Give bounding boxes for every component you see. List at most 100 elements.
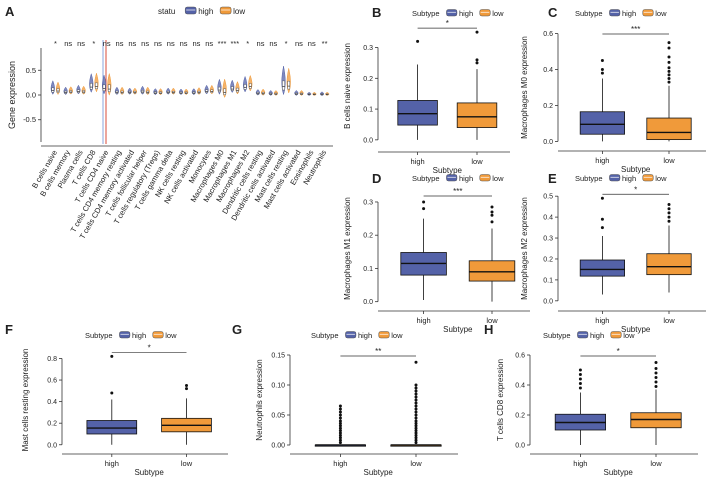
outlier-point-low [185, 383, 188, 387]
significance-label: * [148, 343, 151, 352]
box-high [397, 100, 438, 126]
legend-label-high: high [132, 331, 146, 340]
panel-letter: G [232, 322, 242, 337]
legend-title: Subtype [412, 9, 440, 18]
panel-B: B Subtype high low 0.0 0.1 0.2 0.3 B cells naive… [343, 5, 510, 175]
x-axis-title: Subtype [364, 468, 394, 477]
y-tick-label: 0.2 [543, 256, 553, 263]
legend-title: Subtype [575, 9, 603, 18]
panel-D: D Subtype high low 0.0 0.1 0.2 0.3 Macrophages M… [343, 171, 530, 334]
outlier-point-low [475, 58, 479, 62]
outlier-point-low [667, 219, 671, 223]
x-tick-label-low: low [410, 459, 422, 468]
box-high [51, 87, 55, 93]
y-tick-label: 0.6 [47, 378, 57, 385]
violin-low [286, 68, 291, 94]
outlier-point-high [338, 426, 342, 430]
outlier-point-high [338, 421, 342, 425]
significance-label: ** [375, 347, 381, 356]
legend-swatch-high [184, 6, 197, 15]
outlier-point-low [414, 360, 418, 364]
x-axis-title: Subtype [621, 325, 651, 334]
outlier-point-high [600, 59, 604, 63]
outlier-point-high [338, 404, 342, 408]
legend-swatch-low [642, 174, 654, 182]
legend-label-low: low [391, 331, 403, 340]
legend-swatch-low [642, 9, 654, 17]
y-tick-label: 0.10 [271, 383, 285, 390]
outlier-point-high [422, 207, 426, 211]
outlier-point-low [414, 429, 418, 433]
outlier-point-low [414, 404, 418, 408]
y-tick-label: 0.5 [543, 194, 553, 201]
outlier-point-low [654, 361, 658, 364]
legend-label-low: low [165, 331, 177, 340]
x-tick-label-high: high [411, 157, 425, 166]
box-high [89, 83, 93, 90]
legend-title: Subtype [543, 331, 571, 340]
outlier-point-low [414, 410, 418, 414]
outlier-point-high [600, 226, 604, 230]
box-low [236, 87, 239, 93]
legend-label-high: high [198, 7, 213, 16]
legend-swatch-high [345, 331, 357, 339]
x-tick-label-high: high [417, 316, 431, 325]
significance-label: *** [218, 39, 227, 48]
outlier-point-low [414, 426, 418, 430]
outlier-point-high [338, 416, 342, 420]
box-high [579, 259, 626, 277]
y-axis-title: Neutrophils expression [255, 359, 264, 440]
outlier-point-low [667, 55, 671, 59]
outlier-point-low [654, 380, 658, 384]
legend-label-high: high [459, 174, 473, 183]
y-tick-label: 0.3 [363, 45, 373, 52]
significance-label: ns [167, 39, 175, 48]
significance-label: ns [192, 39, 200, 48]
significance-label: * [246, 39, 249, 48]
legend-swatch-high [609, 174, 621, 182]
significance-label: ns [205, 39, 213, 48]
box-low [223, 88, 226, 95]
y-tick-label: 0.0 [363, 299, 373, 306]
box-low [287, 80, 291, 90]
x-axis-title: Subtype [134, 468, 164, 477]
significance-label: *** [230, 39, 239, 48]
panel-H: H Subtype high low 0.0 0.2 0.4 0.6 T cells CD8 e… [484, 322, 698, 477]
outlier-point-low [414, 424, 418, 428]
outlier-point-high [600, 217, 604, 221]
legend-swatch-low [152, 331, 164, 339]
legend-label-high: high [590, 331, 604, 340]
box-high [205, 89, 208, 93]
significance-label: ns [77, 39, 85, 48]
y-tick-label: 0.3 [543, 236, 553, 243]
outlier-point-low [654, 371, 658, 375]
box-high [243, 84, 247, 90]
outlier-point-low [667, 60, 671, 64]
significance-label: * [92, 39, 95, 48]
significance-label: ns [180, 39, 188, 48]
y-tick-label: 0.0 [47, 442, 57, 449]
x-tick-label-low: low [181, 459, 193, 468]
x-axis-title: Subtype [604, 468, 634, 477]
outlier-point-high [416, 39, 420, 43]
significance-label: ns [308, 39, 316, 48]
outlier-point-high [338, 410, 342, 414]
x-tick-label-low: low [471, 157, 483, 166]
legend-title: Subtype [412, 174, 440, 183]
outlier-point-high [338, 431, 342, 435]
y-tick-label: -0.5 [23, 115, 36, 124]
outlier-point-low [414, 389, 418, 393]
violin-high [281, 66, 286, 96]
box-high [579, 111, 626, 135]
outlier-point-low [414, 436, 418, 440]
legend-label-low: low [233, 7, 245, 16]
legend-label-low: low [492, 174, 504, 183]
outlier-point-low [667, 41, 671, 45]
outlier-point-low [414, 441, 418, 445]
panel-letter: F [5, 322, 13, 337]
panel-letter: C [548, 5, 558, 20]
outlier-point-high [338, 419, 342, 423]
y-tick-label: 0.0 [26, 91, 36, 100]
y-tick-label: 0.1 [543, 277, 553, 284]
